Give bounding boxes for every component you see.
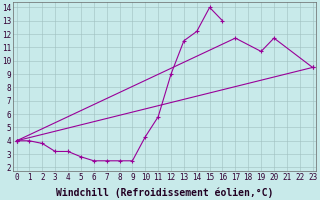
X-axis label: Windchill (Refroidissement éolien,°C): Windchill (Refroidissement éolien,°C)	[56, 187, 273, 198]
